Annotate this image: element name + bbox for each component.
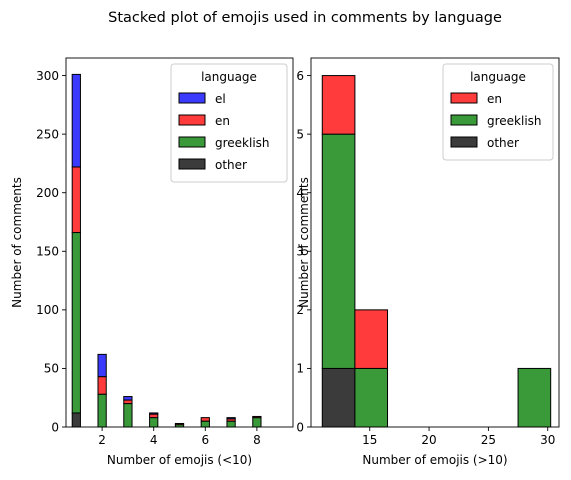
legend-label: greeklish	[215, 136, 270, 150]
legend-box	[442, 63, 554, 161]
y-tick-label: 4	[296, 186, 304, 200]
bar-greeklish	[226, 420, 236, 428]
y-axis-label: Number of comments	[297, 177, 311, 308]
legend-swatch-greeklish	[450, 114, 478, 126]
bar-greeklish	[149, 417, 159, 428]
x-tick-label: 30	[540, 433, 555, 447]
bar-en	[354, 309, 389, 369]
legend-swatch-el	[178, 92, 206, 104]
bar-en	[71, 166, 81, 234]
bar-en	[174, 422, 185, 426]
bar-greeklish	[71, 232, 81, 414]
legend-swatch-other	[178, 158, 206, 170]
bar-greeklish	[200, 420, 210, 428]
x-axis-label: Number of emojis (<10)	[107, 453, 252, 467]
y-tick-label: 0	[296, 420, 304, 434]
bar-greeklish	[123, 403, 133, 428]
legend-title: language	[201, 70, 257, 84]
y-tick-label: 5	[296, 127, 304, 141]
bar-greeklish	[517, 367, 552, 428]
bar-other	[321, 367, 356, 428]
bar-en	[321, 75, 356, 135]
y-tick-label: 1	[296, 362, 304, 376]
chart-right: 15 20 25 30 0 1 2 3 4 5 6 Number of emojis (>10) Num…	[296, 57, 560, 467]
bar-other	[71, 412, 81, 428]
bar-greeklish	[97, 393, 107, 428]
legend-label: en	[487, 92, 502, 106]
bar-el	[149, 412, 159, 415]
legend: language el en greeklish other	[170, 63, 288, 183]
x-tick-label: 20	[421, 433, 436, 447]
figure-title: Stacked plot of emojis used in comments …	[108, 10, 502, 26]
bar-en	[97, 376, 107, 395]
y-tick-label: 2	[296, 303, 304, 317]
bar-greeklish	[354, 367, 389, 428]
legend-label: en	[215, 114, 230, 128]
bar-en	[123, 399, 133, 405]
bar-el	[226, 417, 236, 420]
bar-el	[71, 73, 81, 168]
y-tick-label: 100	[36, 303, 59, 317]
x-tick-label: 2	[98, 433, 106, 447]
legend-label: other	[215, 158, 247, 172]
y-tick-label: 300	[36, 69, 59, 83]
y-axis-label: Number of comments	[10, 177, 24, 308]
chart-left: 2 4 6 8 0 50 100 150 200 250 300 Number of emojis (…	[10, 57, 294, 467]
x-tick-label: 4	[150, 433, 158, 447]
y-tick-label: 3	[296, 245, 304, 259]
bar-en	[149, 413, 159, 419]
bar-greeklish	[321, 133, 356, 369]
y-tick-label: 200	[36, 186, 59, 200]
x-tick-label: 15	[362, 433, 377, 447]
x-axis-label: Number of emojis (>10)	[362, 453, 507, 467]
legend-swatch-en	[178, 114, 206, 126]
y-tick-label: 50	[44, 362, 59, 376]
legend-title: language	[470, 70, 526, 84]
y-tick-label: 6	[296, 69, 304, 83]
legend-swatch-en	[450, 92, 478, 104]
y-tick-label: 250	[36, 127, 59, 141]
bar-el	[97, 353, 107, 378]
legend: language en greeklish other	[442, 63, 554, 161]
y-tick-label: 0	[51, 420, 59, 434]
y-tick-label: 150	[36, 245, 59, 259]
plot-frame	[310, 57, 560, 428]
legend-swatch-greeklish	[178, 136, 206, 148]
x-tick-label: 8	[253, 433, 261, 447]
bar-el	[123, 396, 133, 401]
x-tick-label: 6	[201, 433, 209, 447]
x-tick-label: 25	[481, 433, 496, 447]
legend-label: el	[215, 92, 226, 106]
legend-swatch-other	[450, 136, 478, 148]
legend-label: other	[487, 136, 519, 150]
plot-frame	[65, 57, 294, 428]
bar-greeklish	[252, 417, 262, 428]
bar-en	[252, 415, 262, 419]
legend-label: greeklish	[487, 114, 542, 128]
bar-en	[200, 417, 210, 422]
